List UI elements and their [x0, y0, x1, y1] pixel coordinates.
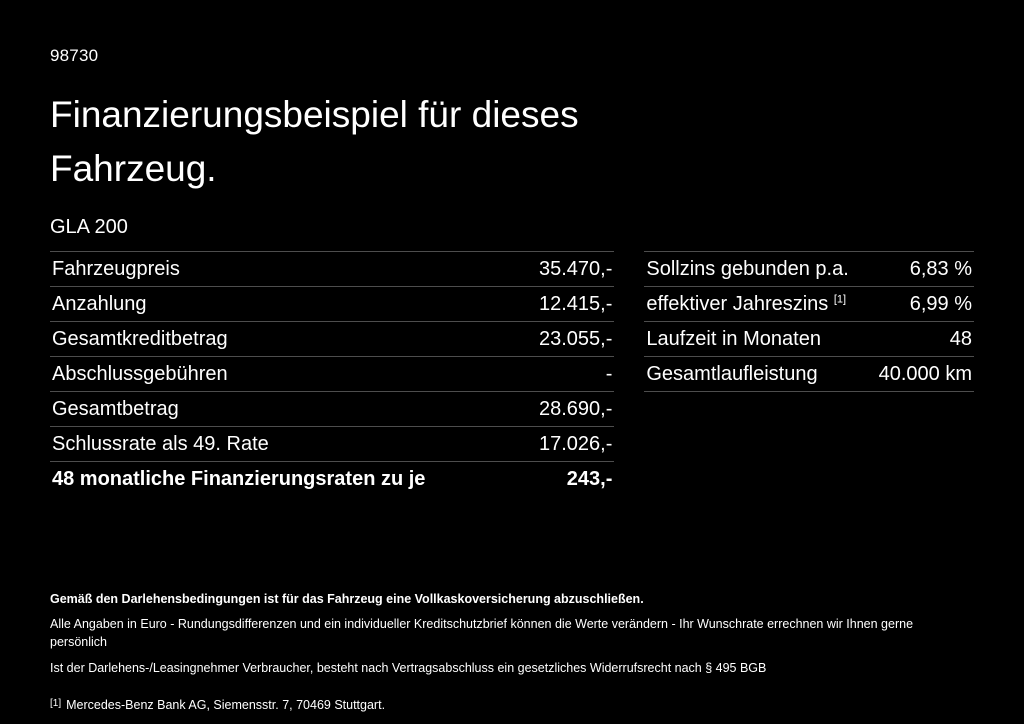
row-value: 243,- [566, 468, 613, 491]
row-label: Gesamtbetrag [52, 398, 179, 421]
footnote-text: Mercedes-Benz Bank AG, Siemensstr. 7, 70… [66, 697, 386, 712]
table-row: Gesamtbetrag 28.690,- [50, 392, 615, 428]
row-value: 40.000 km [878, 363, 972, 386]
row-label: Laufzeit in Monaten [646, 328, 821, 351]
table-row: Fahrzeugpreis 35.470,- [50, 252, 615, 288]
table-row: effektiver Jahreszins [1] 6,99 % [644, 287, 974, 323]
row-label: Fahrzeugpreis [52, 258, 180, 281]
row-value: - [605, 363, 613, 386]
legal-footer: Gemäß den Darlehensbedingungen ist für d… [50, 592, 970, 712]
footnote-marker: [1] [50, 697, 62, 709]
financing-tables: Fahrzeugpreis 35.470,- Anzahlung 12.415,… [50, 251, 974, 496]
footnote-ref: [1] [833, 293, 847, 306]
disclaimer-line-1: Alle Angaben in Euro - Rundungsdifferenz… [50, 617, 914, 649]
table-row: Sollzins gebunden p.a. 6,83 % [644, 252, 974, 288]
table-row: Abschlussgebühren - [50, 357, 615, 393]
vehicle-model: GLA 200 [50, 216, 128, 239]
table-row: Gesamtlaufleistung 40.000 km [644, 357, 974, 393]
bank-footnote: [1] Mercedes-Benz Bank AG, Siemensstr. 7,… [50, 698, 970, 712]
table-row-monthly-rate: 48 monatliche Finanzierungsraten zu je 2… [50, 462, 614, 496]
row-value: 12.415,- [538, 293, 613, 316]
row-value: 23.055,- [538, 328, 613, 351]
table-row: Laufzeit in Monaten 48 [644, 322, 974, 358]
row-value: 6,83 % [909, 258, 972, 281]
financing-conditions-table: Sollzins gebunden p.a. 6,83 % effektiver… [644, 251, 974, 393]
row-value: 35.470,- [538, 258, 613, 281]
row-label: 48 monatliche Finanzierungsraten zu je [52, 468, 426, 491]
row-label: Sollzins gebunden p.a. [646, 258, 849, 281]
row-label: Gesamtlaufleistung [646, 363, 818, 386]
table-row: Schlussrate als 49. Rate 17.026,- [50, 427, 615, 463]
offer-number: 98730 [50, 46, 99, 65]
page-title: Finanzierungsbeispiel für dieses Fahrzeu… [50, 94, 579, 190]
financing-cost-table: Fahrzeugpreis 35.470,- Anzahlung 12.415,… [50, 251, 615, 496]
insurance-note: Gemäß den Darlehensbedingungen ist für d… [50, 592, 644, 607]
row-label: Schlussrate als 49. Rate [52, 433, 269, 456]
row-label: Anzahlung [52, 293, 147, 316]
table-row: Gesamtkreditbetrag 23.055,- [50, 322, 615, 358]
row-value: 6,99 % [909, 293, 972, 316]
table-row: Anzahlung 12.415,- [50, 287, 615, 323]
row-value: 48 [949, 328, 972, 351]
row-label: effektiver Jahreszins [1] [646, 293, 847, 316]
row-label: Abschlussgebühren [52, 363, 228, 386]
row-value: 28.690,- [538, 398, 613, 421]
row-label: Gesamtkreditbetrag [52, 328, 228, 351]
disclaimer-line-2: Ist der Darlehens-/Leasingnehmer Verbrau… [50, 661, 767, 676]
row-value: 17.026,- [538, 433, 613, 456]
